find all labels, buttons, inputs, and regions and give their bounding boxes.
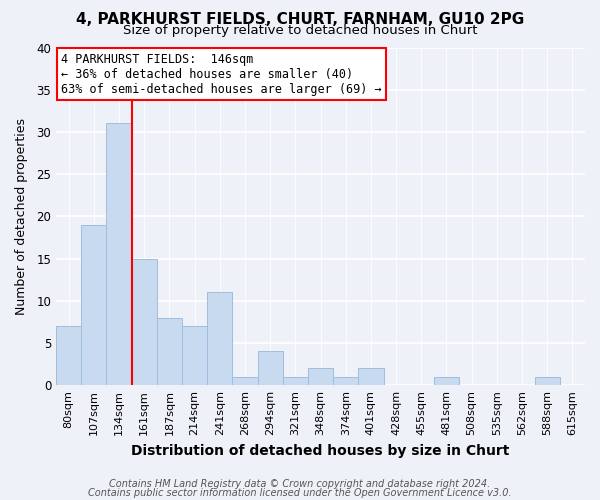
Bar [232, 376, 257, 385]
Bar [283, 376, 308, 385]
X-axis label: Distribution of detached houses by size in Churt: Distribution of detached houses by size … [131, 444, 510, 458]
Text: 4 PARKHURST FIELDS:  146sqm
← 36% of detached houses are smaller (40)
63% of sem: 4 PARKHURST FIELDS: 146sqm ← 36% of deta… [61, 52, 382, 96]
Bar [131, 258, 157, 385]
Bar [56, 326, 81, 385]
Bar [182, 326, 207, 385]
Y-axis label: Number of detached properties: Number of detached properties [15, 118, 28, 315]
Text: Size of property relative to detached houses in Churt: Size of property relative to detached ho… [123, 24, 477, 37]
Bar [81, 225, 106, 385]
Bar [358, 368, 383, 385]
Bar [207, 292, 232, 385]
Text: Contains public sector information licensed under the Open Government Licence v3: Contains public sector information licen… [88, 488, 512, 498]
Bar [157, 318, 182, 385]
Bar [106, 124, 131, 385]
Bar [257, 352, 283, 385]
Bar [535, 376, 560, 385]
Bar [333, 376, 358, 385]
Text: 4, PARKHURST FIELDS, CHURT, FARNHAM, GU10 2PG: 4, PARKHURST FIELDS, CHURT, FARNHAM, GU1… [76, 12, 524, 28]
Text: Contains HM Land Registry data © Crown copyright and database right 2024.: Contains HM Land Registry data © Crown c… [109, 479, 491, 489]
Bar [434, 376, 459, 385]
Bar [308, 368, 333, 385]
